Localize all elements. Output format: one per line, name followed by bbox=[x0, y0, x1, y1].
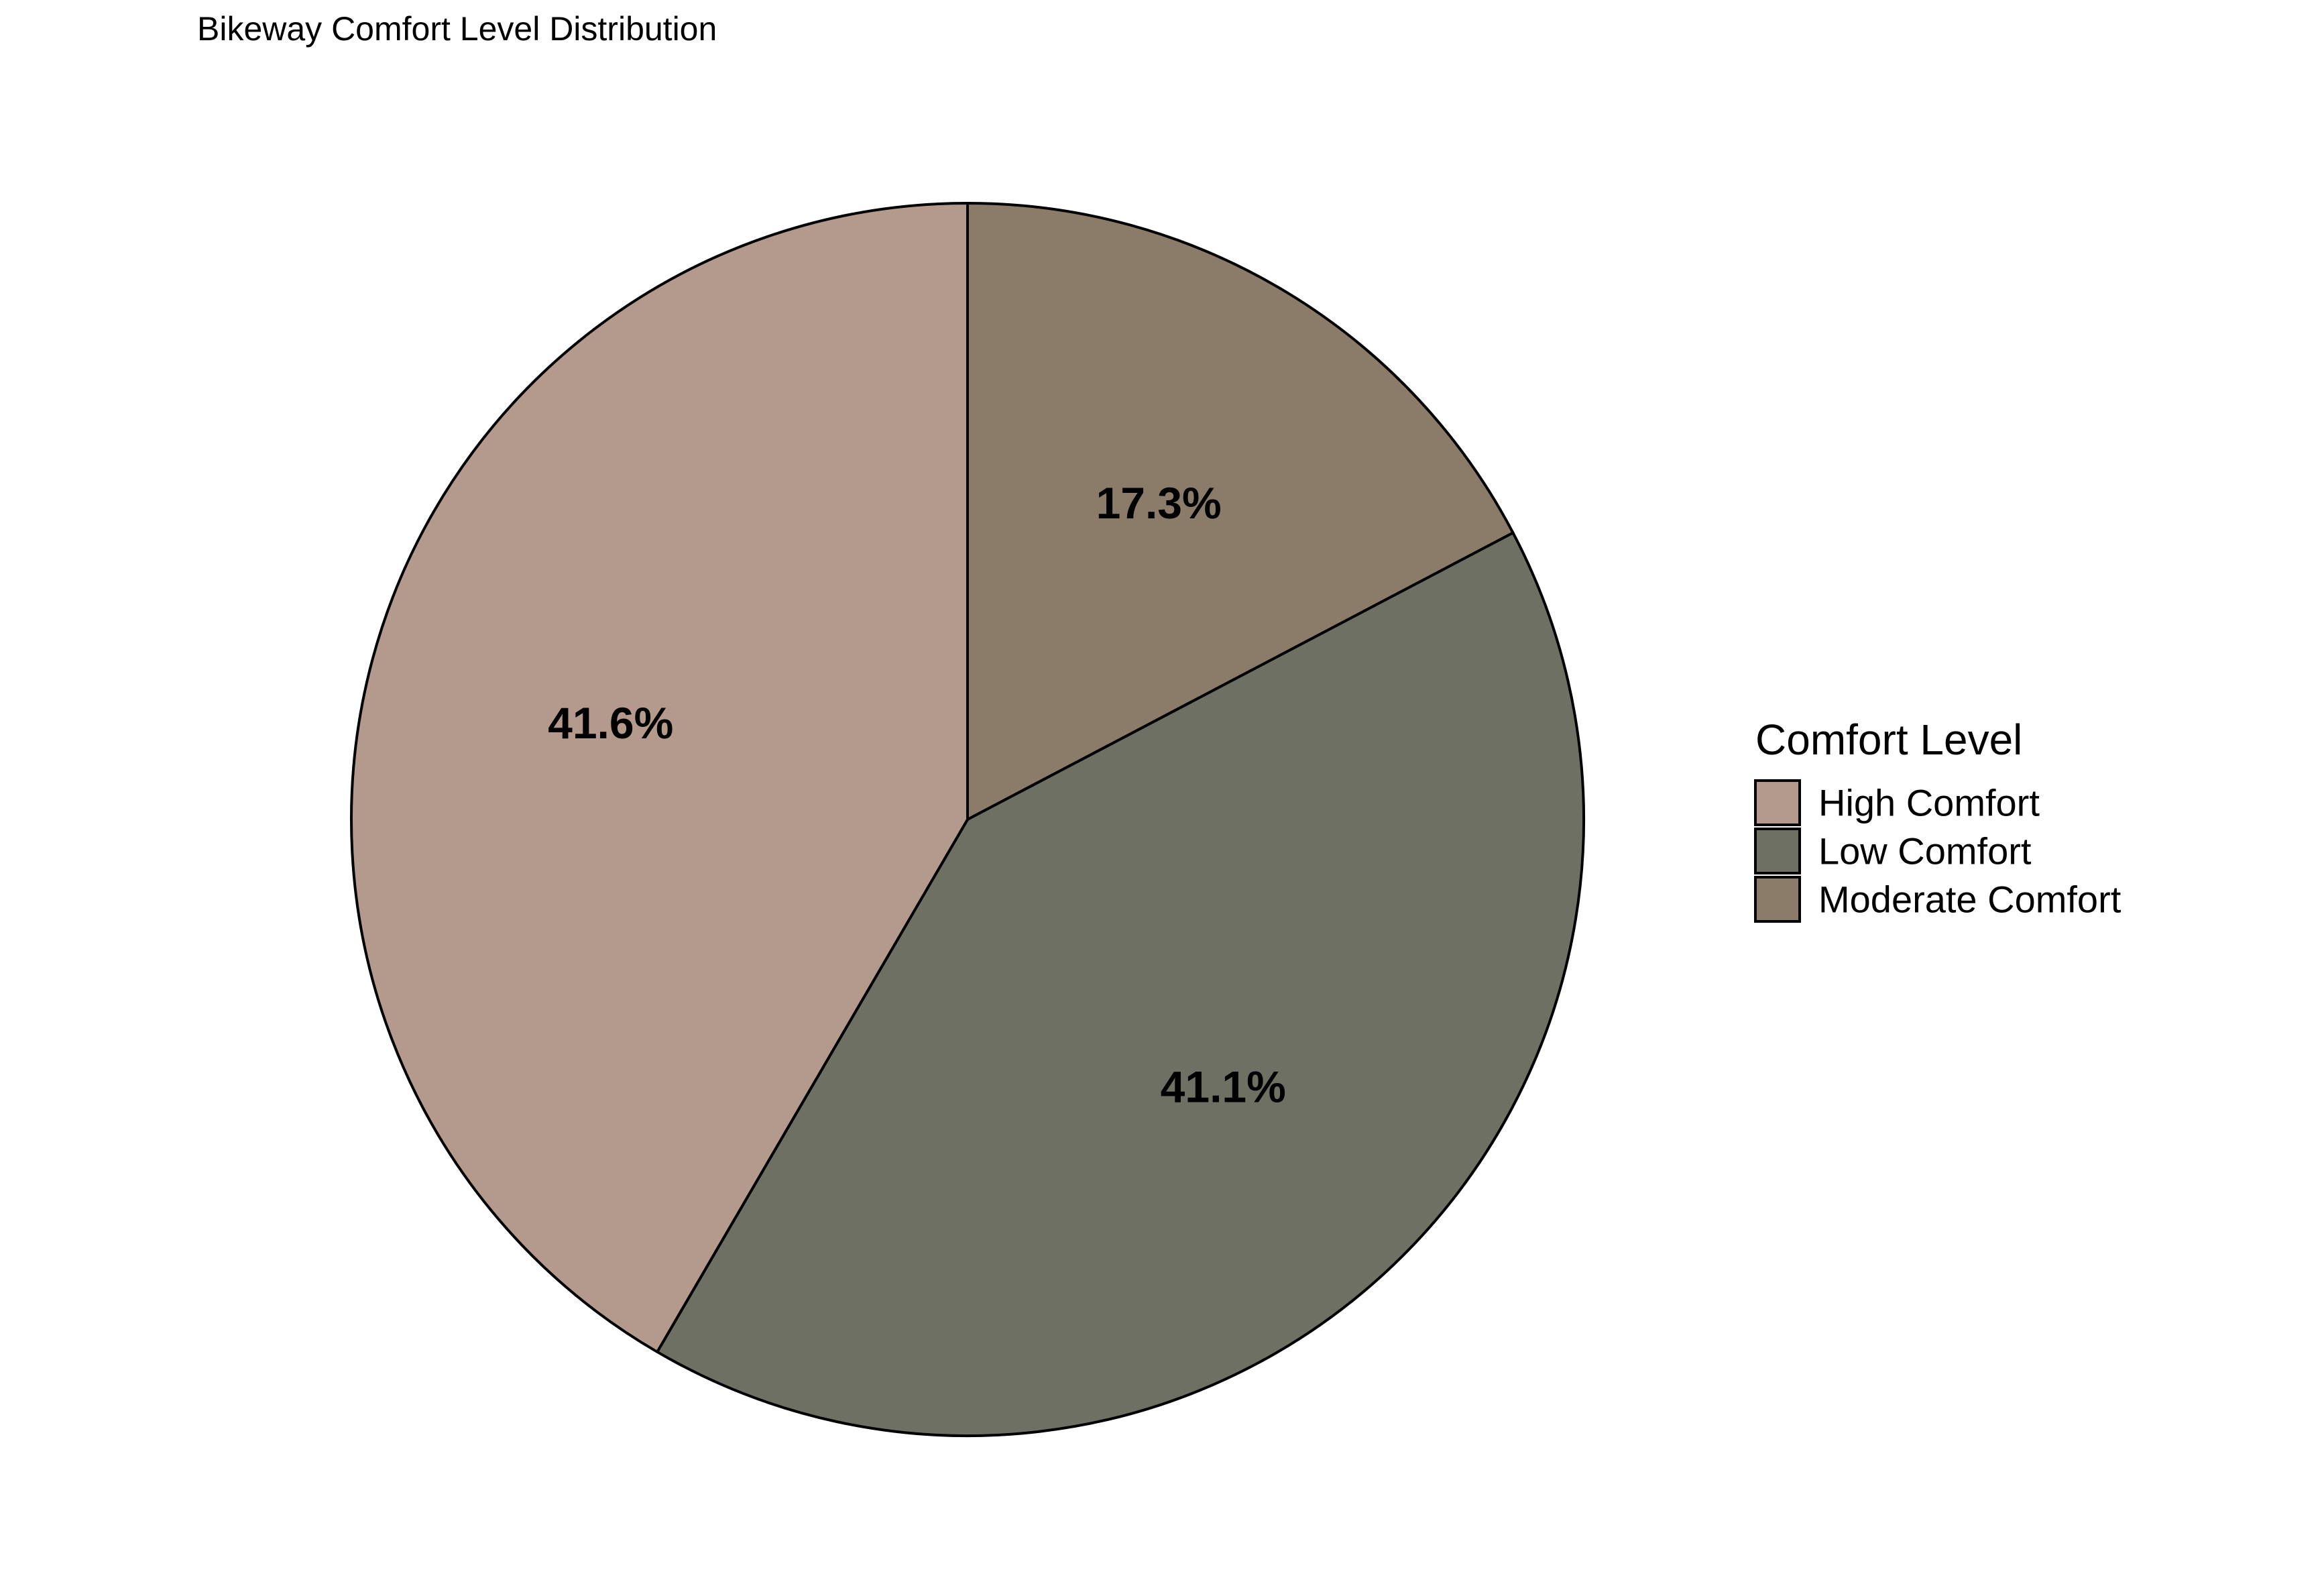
pie-slice-labels: 17.3% 41.1% 41.6% bbox=[548, 478, 1286, 1111]
legend: Comfort Level High Comfort Low Comfort Mod… bbox=[1754, 716, 2122, 923]
slice-value-label: 41.1% bbox=[1161, 1062, 1286, 1111]
legend-label: Moderate Comfort bbox=[1818, 878, 2122, 921]
legend-key-high-comfort bbox=[1754, 779, 1801, 826]
legend-label: High Comfort bbox=[1818, 782, 2040, 824]
legend-key-low-comfort bbox=[1754, 828, 1801, 874]
chart-title: Bikeway Comfort Level Distribution bbox=[197, 10, 717, 48]
slice-value-label: 17.3% bbox=[1096, 478, 1222, 528]
slice-value-label: 41.6% bbox=[548, 698, 673, 748]
pie-slice-moderate-comfort bbox=[966, 202, 1515, 821]
legend-title: Comfort Level bbox=[1755, 716, 2022, 764]
legend-label: Low Comfort bbox=[1818, 830, 2032, 872]
pie-slice-high-comfort bbox=[350, 202, 969, 1353]
pie-slice-low-comfort bbox=[656, 531, 1585, 1437]
legend-key-moderate-comfort bbox=[1754, 876, 1801, 923]
pie-slices bbox=[350, 202, 1585, 1437]
